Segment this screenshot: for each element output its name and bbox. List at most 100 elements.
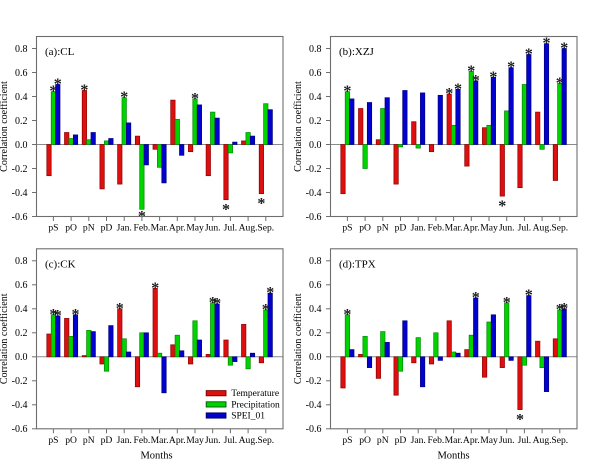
svg-text:0.4: 0.4 (309, 304, 322, 315)
svg-text:0.0: 0.0 (309, 140, 322, 151)
svg-text:Aug.: Aug. (533, 223, 552, 234)
svg-text:*: * (191, 90, 199, 107)
svg-text:0.8: 0.8 (15, 256, 28, 267)
svg-text:Apr.: Apr. (169, 435, 186, 446)
svg-text:*: * (209, 294, 217, 311)
svg-text:pO: pO (65, 435, 77, 446)
svg-text:0.4: 0.4 (309, 92, 322, 103)
svg-text:*: * (472, 290, 480, 307)
svg-text:*: * (489, 69, 497, 86)
svg-text:*: * (498, 198, 506, 215)
svg-text:-0.2: -0.2 (12, 376, 28, 387)
svg-text:0.0: 0.0 (309, 352, 322, 363)
svg-text:Jul.: Jul. (518, 435, 532, 446)
svg-text:-0.4: -0.4 (12, 188, 28, 199)
svg-text:Feb.: Feb. (428, 223, 445, 234)
svg-text:*: * (445, 86, 453, 103)
svg-text:Aug.: Aug. (533, 435, 552, 446)
svg-text:*: * (266, 285, 274, 302)
svg-text:-0.6: -0.6 (306, 424, 322, 435)
svg-text:0.2: 0.2 (309, 328, 322, 339)
svg-text:pS: pS (48, 435, 58, 446)
svg-text:*: * (257, 196, 265, 213)
svg-text:Feb.: Feb. (428, 435, 445, 446)
svg-text:pS: pS (48, 223, 58, 234)
svg-text:Jan.: Jan. (117, 223, 132, 234)
svg-text:Sep.: Sep. (257, 223, 274, 234)
svg-text:*: * (454, 81, 462, 98)
svg-text:*: * (507, 59, 515, 76)
svg-text:*: * (222, 202, 230, 219)
svg-text:-0.6: -0.6 (12, 212, 28, 223)
svg-text:May: May (186, 435, 204, 446)
svg-text:Mar.: Mar. (151, 223, 169, 234)
svg-text:Feb.: Feb. (134, 435, 151, 446)
svg-text:pO: pO (359, 223, 371, 234)
svg-text:*: * (556, 75, 564, 92)
svg-text:-0.4: -0.4 (306, 400, 322, 411)
svg-text:Apr.: Apr. (463, 223, 480, 234)
svg-text:-0.2: -0.2 (306, 376, 322, 387)
svg-text:(a):CL: (a):CL (45, 46, 75, 58)
svg-text:Jun.: Jun. (205, 223, 221, 234)
svg-text:*: * (343, 83, 351, 100)
svg-text:*: * (54, 76, 62, 93)
svg-text:May: May (480, 435, 498, 446)
svg-text:*: * (262, 302, 270, 319)
svg-text:Correlation coefficient: Correlation coefficient (0, 81, 10, 172)
svg-text:*: * (213, 296, 221, 313)
svg-text:0.0: 0.0 (15, 352, 28, 363)
svg-text:*: * (72, 306, 80, 323)
svg-text:Sep.: Sep. (257, 435, 274, 446)
svg-text:*: * (80, 82, 88, 99)
svg-text:*: * (120, 89, 128, 106)
svg-text:*: * (525, 46, 533, 63)
svg-text:0.4: 0.4 (15, 92, 28, 103)
svg-text:Months: Months (140, 450, 172, 461)
svg-text:0.0: 0.0 (15, 140, 28, 151)
svg-text:Correlation coefficient: Correlation coefficient (293, 81, 304, 172)
svg-text:Jul.: Jul. (224, 435, 238, 446)
svg-text:*: * (49, 306, 57, 323)
svg-text:*: * (49, 83, 57, 100)
svg-text:0.8: 0.8 (15, 44, 28, 55)
svg-text:Correlation coefficient: Correlation coefficient (293, 293, 304, 384)
svg-text:May: May (186, 223, 204, 234)
svg-text:pD: pD (101, 435, 113, 446)
svg-text:Temperature: Temperature (231, 389, 279, 399)
svg-text:(c):CK: (c):CK (45, 258, 76, 270)
svg-text:pN: pN (377, 223, 389, 234)
svg-text:pN: pN (83, 435, 95, 446)
svg-text:-0.2: -0.2 (306, 164, 322, 175)
svg-text:*: * (560, 40, 568, 57)
svg-text:Sep.: Sep. (551, 435, 568, 446)
svg-text:(b):XZJ: (b):XZJ (339, 46, 375, 58)
svg-text:0.6: 0.6 (15, 68, 28, 79)
svg-text:pD: pD (395, 435, 407, 446)
svg-text:Mar.: Mar. (445, 223, 463, 234)
svg-text:pO: pO (359, 435, 371, 446)
svg-text:0.4: 0.4 (15, 304, 28, 315)
svg-text:Mar.: Mar. (151, 435, 169, 446)
svg-text:Jul.: Jul. (518, 223, 532, 234)
svg-text:-0.6: -0.6 (12, 424, 28, 435)
svg-text:Precipitation: Precipitation (231, 400, 280, 410)
svg-text:pS: pS (342, 223, 352, 234)
svg-text:Aug.: Aug. (239, 435, 258, 446)
svg-text:Jul.: Jul. (224, 223, 238, 234)
svg-text:*: * (516, 412, 524, 429)
svg-text:Apr.: Apr. (169, 223, 186, 234)
svg-text:pD: pD (101, 223, 113, 234)
svg-text:pO: pO (65, 223, 77, 234)
svg-text:Mar.: Mar. (445, 435, 463, 446)
svg-text:*: * (467, 63, 475, 80)
svg-text:Months: Months (437, 450, 469, 461)
svg-text:May: May (480, 223, 498, 234)
svg-text:SPEI_01: SPEI_01 (231, 412, 265, 422)
svg-text:0.6: 0.6 (15, 280, 28, 291)
svg-text:Sep.: Sep. (551, 223, 568, 234)
svg-text:Jun.: Jun. (205, 435, 221, 446)
svg-text:-0.4: -0.4 (12, 400, 28, 411)
svg-text:Apr.: Apr. (463, 435, 480, 446)
svg-text:*: * (54, 308, 62, 325)
